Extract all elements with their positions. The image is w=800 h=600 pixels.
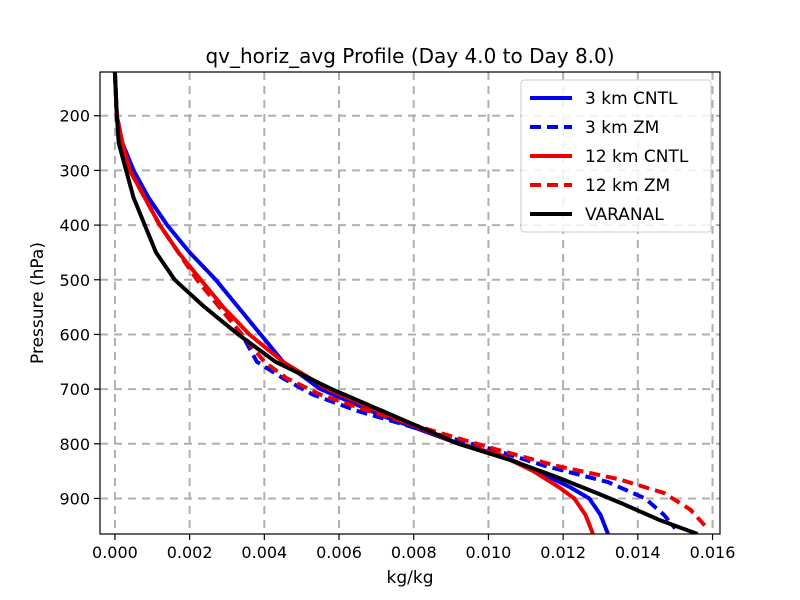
legend-label-12-km-zm: 12 km ZM xyxy=(585,176,670,196)
x-tick-label: 0.010 xyxy=(466,543,512,562)
y-tick-label: 200 xyxy=(59,107,90,126)
x-tick-label: 0.000 xyxy=(92,543,138,562)
y-tick-label: 400 xyxy=(59,216,90,235)
y-tick-label: 900 xyxy=(59,489,90,508)
series-line-12-km-zm xyxy=(112,72,707,528)
y-tick-label: 300 xyxy=(59,161,90,180)
x-tick-label: 0.002 xyxy=(167,543,213,562)
x-tick-label: 0.004 xyxy=(241,543,287,562)
series-line-3-km-cntl xyxy=(112,72,610,534)
x-tick-label: 0.008 xyxy=(391,543,437,562)
x-tick-label: 0.014 xyxy=(615,543,661,562)
legend-label-varanal: VARANAL xyxy=(585,205,664,225)
series-lines xyxy=(112,72,707,534)
plot-area-frame xyxy=(99,71,721,535)
legend-box xyxy=(520,79,712,233)
x-tick-label: 0.006 xyxy=(316,543,362,562)
series-line-varanal xyxy=(112,72,699,534)
y-tick-label: 800 xyxy=(59,435,90,454)
legend-label-3-km-cntl: 3 km CNTL xyxy=(585,89,678,109)
x-axis-label: kg/kg xyxy=(387,568,434,588)
legend-label-12-km-cntl: 12 km CNTL xyxy=(585,147,689,167)
axis-ticks: 0.000 0.002 0.004 0.006 0.008 0.010 0.012 0.014… xyxy=(59,107,735,562)
x-tick-label: 0.016 xyxy=(690,543,736,562)
y-tick-label: 700 xyxy=(59,380,90,399)
chart-title: qv_horiz_avg Profile (Day 4.0 to Day 8.0… xyxy=(205,44,614,68)
legend: 3 km CNTL 3 km ZM 12 km CNTL 12 km ZM VARANA… xyxy=(520,79,712,233)
x-tick-label: 0.012 xyxy=(540,543,586,562)
y-tick-label: 600 xyxy=(59,325,90,344)
legend-label-3-km-zm: 3 km ZM xyxy=(585,118,659,138)
y-tick-label: 500 xyxy=(59,271,90,290)
y-axis-label: Pressure (hPa) xyxy=(28,242,48,364)
